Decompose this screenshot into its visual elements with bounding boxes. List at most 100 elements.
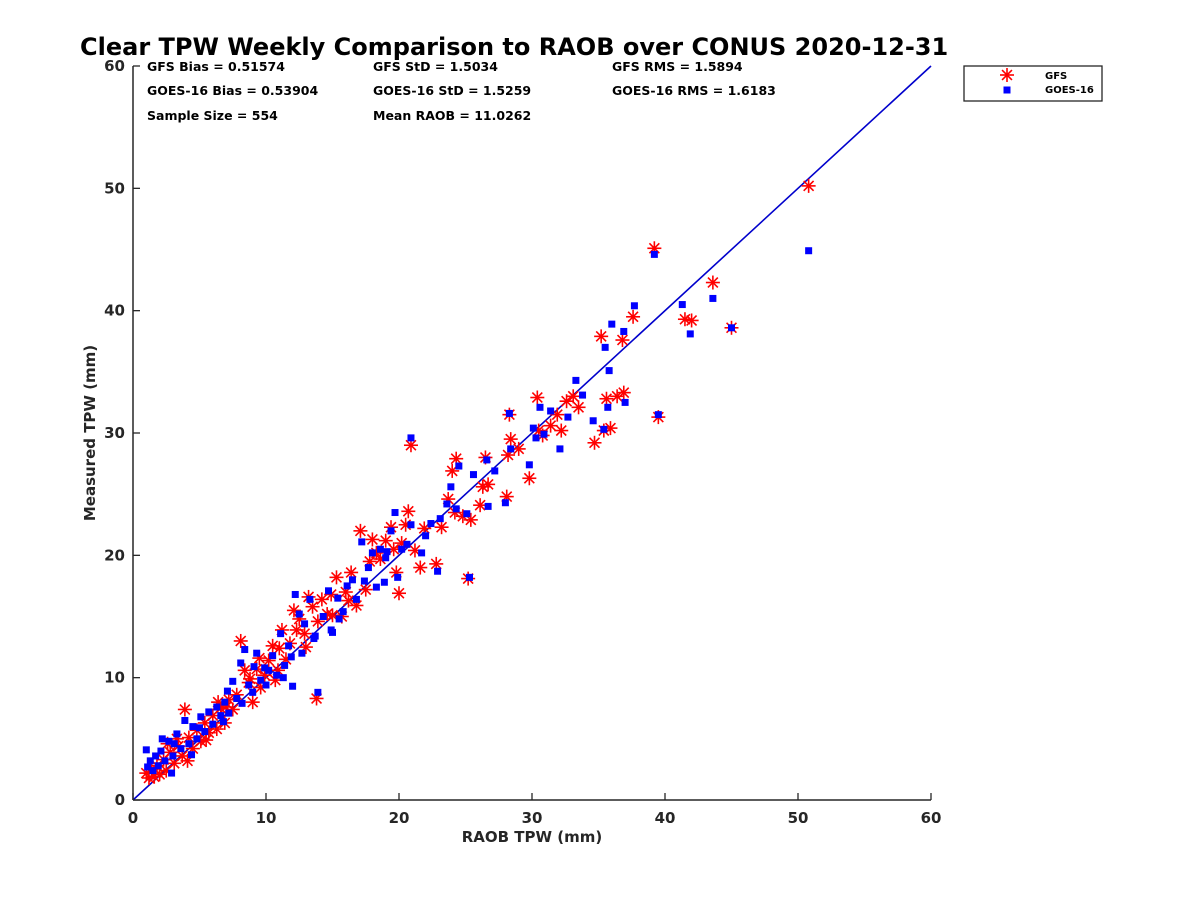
data-point-goes-16 xyxy=(173,730,181,738)
data-point-goes-16 xyxy=(142,746,150,754)
data-point-gfs xyxy=(289,622,304,637)
series-gfs xyxy=(139,178,816,785)
data-point-goes-16 xyxy=(620,327,628,335)
data-point-goes-16 xyxy=(205,708,213,716)
data-point-goes-16 xyxy=(301,620,309,628)
data-point-goes-16 xyxy=(728,324,735,332)
data-point-gfs xyxy=(329,570,344,585)
data-point-goes-16 xyxy=(219,718,227,726)
data-point-goes-16 xyxy=(229,677,237,685)
data-point-goes-16 xyxy=(237,659,245,667)
x-ticks: 0 10 20 30 40 50 60 xyxy=(128,793,942,827)
legend-asterisk-icon xyxy=(1000,68,1014,82)
data-point-goes-16 xyxy=(407,521,415,529)
legend-marker-gfs xyxy=(1000,68,1014,82)
y-tick-label: 40 xyxy=(104,302,125,320)
stat-goes-bias: GOES-16 Bias = 0.53904 xyxy=(147,83,318,98)
data-point-goes-16 xyxy=(273,671,281,679)
data-point-goes-16 xyxy=(608,320,616,328)
data-point-goes-16 xyxy=(427,520,435,528)
data-point-gfs xyxy=(243,671,258,686)
data-point-goes-16 xyxy=(223,687,231,695)
y-tick-label: 0 xyxy=(115,791,125,809)
data-point-goes-16 xyxy=(185,740,193,748)
data-point-goes-16 xyxy=(289,682,297,690)
x-tick-label: 50 xyxy=(788,809,809,827)
data-point-goes-16 xyxy=(269,652,277,660)
data-point-goes-16 xyxy=(501,499,509,507)
data-point-goes-16 xyxy=(225,709,233,717)
stat-goes-std: GOES-16 StD = 1.5259 xyxy=(373,83,531,98)
data-point-goes-16 xyxy=(144,763,152,771)
data-point-goes-16 xyxy=(170,740,178,748)
data-point-goes-16 xyxy=(469,471,477,479)
data-point-goes-16 xyxy=(556,445,564,453)
data-point-goes-16 xyxy=(238,699,246,707)
data-point-gfs xyxy=(245,695,260,710)
data-point-gfs xyxy=(392,586,406,601)
stat-gfs-std: GFS StD = 1.5034 xyxy=(373,59,498,74)
stat-sample-size: Sample Size = 554 xyxy=(147,108,278,123)
data-point-gfs xyxy=(587,435,602,450)
data-point-goes-16 xyxy=(579,391,587,399)
data-point-goes-16 xyxy=(463,510,471,518)
data-point-goes-16 xyxy=(605,367,613,375)
data-point-gfs xyxy=(353,523,368,538)
data-point-goes-16 xyxy=(394,573,402,581)
y-tick-label: 60 xyxy=(104,57,125,75)
y-tick-label: 20 xyxy=(104,546,125,564)
data-point-goes-16 xyxy=(249,688,257,696)
data-point-gfs xyxy=(615,333,630,348)
data-point-goes-16 xyxy=(709,294,717,302)
data-point-goes-16 xyxy=(291,590,299,598)
data-point-goes-16 xyxy=(418,549,426,557)
data-point-goes-16 xyxy=(630,302,638,310)
data-point-goes-16 xyxy=(287,653,295,661)
data-point-goes-16 xyxy=(434,567,442,575)
data-point-goes-16 xyxy=(193,735,201,743)
data-point-gfs xyxy=(530,390,545,405)
y-ticks: 0 10 20 30 40 50 60 xyxy=(104,57,140,809)
data-point-goes-16 xyxy=(484,502,492,510)
legend-square-icon xyxy=(1003,86,1011,94)
data-point-gfs xyxy=(571,400,586,415)
data-point-goes-16 xyxy=(217,712,225,720)
legend-label-gfs: GFS xyxy=(1045,71,1067,82)
data-point-gfs xyxy=(550,407,565,422)
data-point-gfs xyxy=(594,329,609,344)
data-point-goes-16 xyxy=(505,409,513,417)
data-point-goes-16 xyxy=(540,430,548,438)
data-point-goes-16 xyxy=(452,505,460,513)
x-tick-label: 10 xyxy=(256,809,277,827)
data-point-goes-16 xyxy=(265,666,273,674)
data-point-goes-16 xyxy=(352,595,360,603)
data-point-goes-16 xyxy=(169,752,177,760)
data-point-goes-16 xyxy=(253,649,261,657)
data-point-goes-16 xyxy=(391,509,399,517)
data-point-goes-16 xyxy=(165,737,173,745)
data-point-goes-16 xyxy=(221,698,229,706)
data-point-goes-16 xyxy=(295,610,303,618)
data-point-goes-16 xyxy=(262,681,270,689)
data-point-gfs xyxy=(403,438,418,453)
data-point-gfs xyxy=(473,498,488,513)
data-point-goes-16 xyxy=(547,407,555,415)
data-point-goes-16 xyxy=(436,515,444,523)
data-point-goes-16 xyxy=(364,564,372,572)
legend: GFS GOES-16 xyxy=(963,65,1103,102)
data-point-goes-16 xyxy=(589,417,597,425)
data-point-goes-16 xyxy=(335,615,343,623)
data-point-goes-16 xyxy=(189,723,197,731)
x-tick-label: 30 xyxy=(522,809,543,827)
x-axis-label: RAOB TPW (mm) xyxy=(462,828,603,846)
x-tick-label: 60 xyxy=(921,809,942,827)
data-point-goes-16 xyxy=(368,549,376,557)
data-points xyxy=(139,178,816,785)
data-point-goes-16 xyxy=(306,595,314,603)
data-point-goes-16 xyxy=(572,376,580,384)
data-point-gfs xyxy=(801,178,816,193)
data-point-goes-16 xyxy=(382,554,390,562)
stat-gfs-rms: GFS RMS = 1.5894 xyxy=(612,59,743,74)
data-point-goes-16 xyxy=(177,745,185,753)
